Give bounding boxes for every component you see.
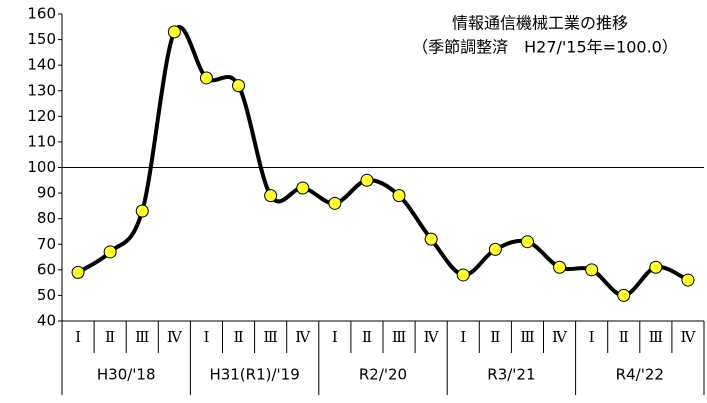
chart-title: 情報通信機械工業の推移 [452,14,628,33]
y-tick-label: 90 [37,184,56,202]
x-tick-label: I [203,328,209,346]
marker [681,273,695,287]
marker [360,173,374,187]
x-tick-label: I [589,328,595,346]
marker [264,189,278,203]
marker [456,268,470,282]
x-tick-label: Ⅲ [263,328,277,346]
marker [520,235,534,249]
y-tick-label: 70 [37,235,56,253]
y-tick-label: 160 [27,5,56,23]
x-tick-label: Ⅳ [424,328,440,346]
marker [328,196,342,210]
marker [392,189,406,203]
y-tick-label: 40 [37,312,56,330]
x-tick-label: Ⅲ [135,328,149,346]
x-tick-label: Ⅳ [552,328,568,346]
y-tick-label: 80 [37,209,56,227]
marker [103,245,117,259]
marker [649,260,663,274]
x-tick-label: Ⅳ [295,328,311,346]
marker [199,71,213,85]
group-label: H31(R1)/'19 [209,366,299,384]
y-tick-label: 140 [27,56,56,74]
marker [232,79,246,93]
group-label: R3/'21 [487,366,535,384]
marker [135,204,149,218]
marker [167,25,181,39]
group-label: H30/'18 [97,366,156,384]
x-tick-label: Ⅱ [490,328,500,346]
y-tick-label: 130 [27,81,56,99]
y-tick-label: 100 [27,158,56,176]
x-tick-label: Ⅱ [105,328,115,346]
marker [585,263,599,277]
marker [617,288,631,302]
marker [71,265,85,279]
x-tick-label: Ⅱ [619,328,629,346]
x-tick-label: Ⅲ [520,328,534,346]
marker [424,232,438,246]
x-tick-label: I [460,328,466,346]
y-tick-label: 150 [27,30,56,48]
x-tick-label: Ⅳ [680,328,696,346]
x-tick-label: I [75,328,81,346]
line [76,25,689,298]
chart-subtitle: （季節調整済 H27/'15年=100.0） [412,38,678,57]
x-tick-label: Ⅲ [392,328,406,346]
x-tick-label: Ⅲ [649,328,663,346]
group-label: R2/'20 [359,366,407,384]
marker [553,260,567,274]
y-tick-label: 50 [37,286,56,304]
x-tick-label: I [332,328,338,346]
x-tick-label: Ⅱ [362,328,372,346]
x-tick-label: Ⅱ [233,328,243,346]
group-label: R4/'22 [616,366,664,384]
y-tick-label: 60 [37,260,56,278]
y-tick-label: 120 [27,107,56,125]
marker [488,242,502,256]
y-tick-label: 110 [27,132,56,150]
x-tick-label: Ⅳ [167,328,183,346]
marker [296,181,310,195]
